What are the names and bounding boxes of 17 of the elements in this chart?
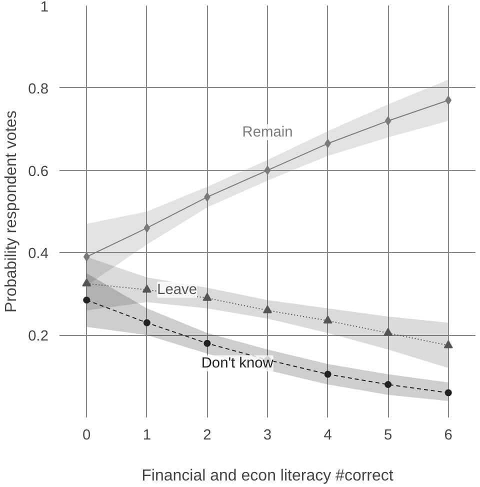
- x-tick-label: 1: [142, 428, 151, 444]
- x-tick-label: 2: [203, 428, 212, 444]
- series-label: Leave: [157, 282, 198, 298]
- y-tick-label: 0.8: [28, 81, 48, 98]
- x-tick-label: 4: [324, 428, 332, 444]
- x-tick-label: 3: [263, 428, 272, 444]
- x-tick-label: 0: [82, 428, 91, 444]
- x-tick-label: 5: [384, 428, 392, 444]
- y-tick-label: 1: [40, 0, 49, 16]
- series-label: Don't know: [201, 355, 274, 372]
- x-tick-label: 6: [444, 428, 452, 444]
- y-tick-label: 0.4: [28, 246, 48, 262]
- x-axis-title: Financial and econ literacy #correct: [142, 468, 394, 484]
- y-tick-label: 0.6: [28, 164, 48, 180]
- y-tick-label: 0.2: [28, 328, 48, 345]
- y-axis-title: Probability respondent votes: [3, 110, 20, 312]
- series-label: Remain: [242, 124, 293, 140]
